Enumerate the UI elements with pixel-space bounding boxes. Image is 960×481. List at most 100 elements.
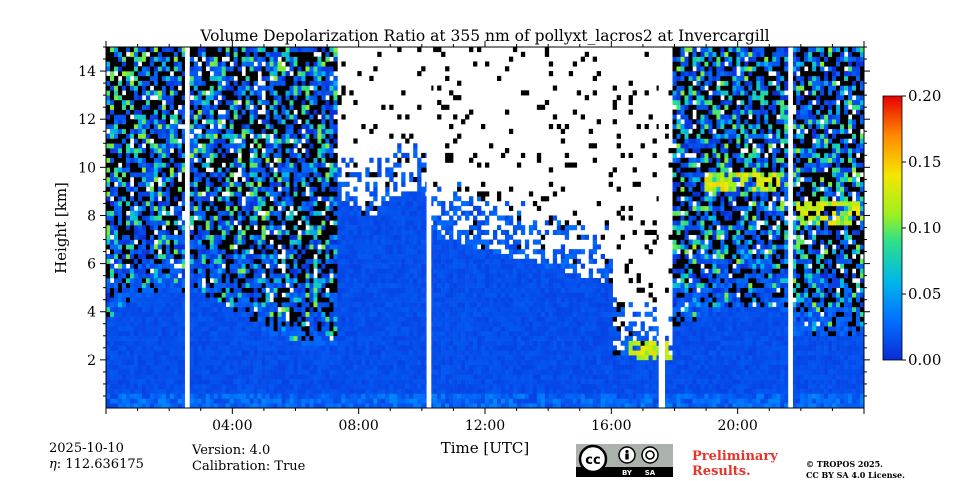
heatmap-cell [273, 181, 278, 187]
heatmap-cell [309, 278, 314, 284]
heatmap-cell [337, 225, 342, 231]
heatmap-cell [293, 374, 298, 380]
heatmap-cell [305, 234, 310, 240]
heatmap-cell [225, 66, 230, 72]
heatmap-cell [385, 234, 390, 240]
heatmap-cell [385, 229, 390, 236]
heatmap-cell [153, 56, 159, 62]
heatmap-cell [153, 253, 159, 260]
heatmap-cell [106, 239, 111, 245]
heatmap-cell [106, 350, 111, 356]
heatmap-cell [149, 80, 155, 86]
heatmap-cell [205, 75, 211, 81]
heatmap-cell [253, 162, 258, 168]
heatmap-cell [125, 133, 131, 139]
heatmap-cell [297, 157, 302, 163]
heatmap-cell [133, 374, 139, 380]
heatmap-cell [381, 321, 386, 327]
heatmap-cell [369, 253, 374, 260]
heatmap-cell [265, 124, 270, 130]
heatmap-cell [165, 181, 171, 187]
heatmap-cell [353, 210, 358, 216]
heatmap-cell [265, 167, 270, 173]
heatmap-cell [121, 119, 127, 125]
heatmap-cell [249, 66, 254, 72]
heatmap-cell [301, 176, 306, 183]
heatmap-cell [205, 311, 211, 317]
heatmap-cell [233, 225, 238, 231]
heatmap-cell [277, 95, 282, 101]
heatmap-cell [153, 133, 159, 139]
heatmap-cell [221, 225, 226, 231]
heatmap-cell [377, 316, 382, 322]
heatmap-cell [113, 292, 119, 298]
heatmap-cell [337, 321, 342, 327]
heatmap-cell [197, 66, 203, 72]
heatmap-cell [165, 302, 171, 308]
heatmap-cell [205, 268, 211, 274]
heatmap-cell [165, 258, 171, 264]
heatmap-cell [289, 398, 294, 404]
heatmap-cell [177, 47, 183, 53]
heatmap-cell [285, 196, 290, 202]
heatmap-cell [261, 239, 266, 245]
heatmap-cell [333, 234, 338, 240]
heatmap-cell [157, 302, 163, 308]
heatmap-cell [297, 176, 302, 183]
heatmap-cell [353, 302, 358, 308]
heatmap-cell [297, 316, 302, 322]
heatmap-cell [209, 119, 215, 125]
heatmap-cell [209, 80, 215, 86]
heatmap-cell [269, 124, 274, 130]
heatmap-cell [393, 383, 398, 390]
heatmap-cell [177, 278, 183, 284]
heatmap-cell [145, 61, 151, 67]
heatmap-cell [309, 205, 314, 211]
heatmap-cell [397, 345, 402, 351]
heatmap-cell [193, 311, 199, 317]
heatmap-cell [313, 350, 318, 356]
heatmap-cell [197, 47, 203, 53]
heatmap-cell [309, 253, 314, 260]
heatmap-cell [205, 196, 211, 202]
heatmap-cell [201, 66, 207, 72]
heatmap-cell [341, 90, 346, 96]
heatmap-cell [385, 249, 390, 255]
heatmap-cell [109, 66, 115, 72]
heatmap-cell [245, 109, 250, 115]
heatmap-cell [117, 379, 123, 385]
heatmap-cell [229, 85, 234, 91]
heatmap-cell [261, 302, 266, 308]
heatmap-cell [273, 143, 278, 149]
heatmap-cell [373, 292, 378, 298]
heatmap-cell [209, 128, 215, 134]
heatmap-cell [269, 253, 274, 260]
heatmap-cell [321, 191, 326, 197]
heatmap-cell [249, 340, 254, 346]
heatmap-cell [165, 253, 171, 260]
heatmap-cell [281, 162, 286, 168]
heatmap-cell [289, 143, 294, 149]
heatmap-cell [249, 148, 254, 154]
heatmap-cell [157, 326, 163, 332]
heatmap-cell [329, 196, 334, 202]
heatmap-cell [233, 47, 238, 53]
heatmap-cell [225, 244, 230, 250]
heatmap-cell [161, 47, 167, 53]
heatmap-cell [301, 186, 306, 192]
heatmap-cell [149, 109, 155, 115]
heatmap-cell [113, 302, 119, 308]
heatmap-cell [253, 282, 258, 288]
heatmap-cell [297, 75, 302, 81]
heatmap-cell [125, 75, 131, 81]
heatmap-cell [321, 249, 326, 255]
heatmap-cell [309, 191, 314, 197]
heatmap-cell [269, 379, 274, 385]
heatmap-cell [313, 258, 318, 264]
heatmap-cell [389, 403, 394, 409]
heatmap-cell [225, 306, 230, 313]
heatmap-cell [225, 167, 230, 173]
heatmap-cell [329, 369, 334, 375]
heatmap-cell [106, 388, 111, 394]
heatmap-cell [109, 335, 115, 341]
